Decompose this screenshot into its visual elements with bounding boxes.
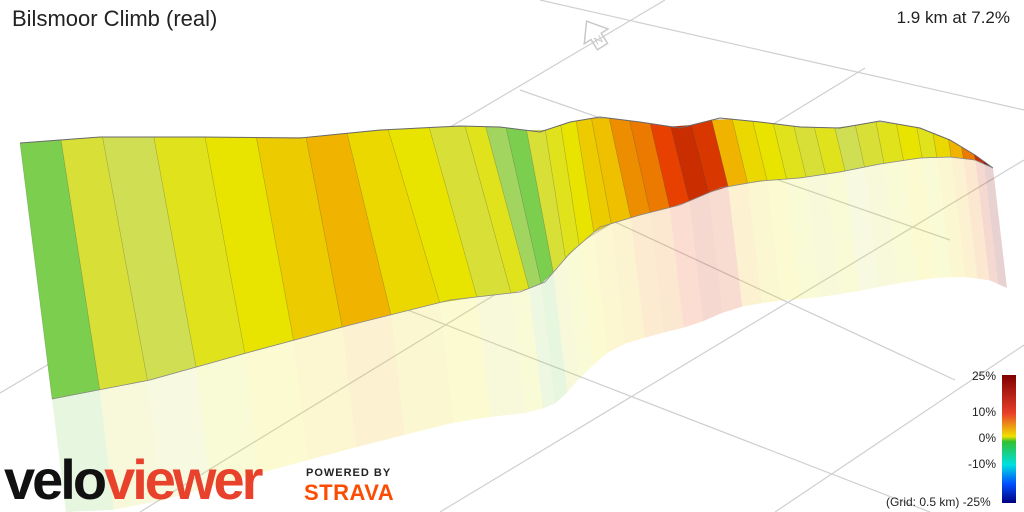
gradient-segment-reflection: [728, 183, 762, 307]
legend-color-bar: [1002, 375, 1016, 503]
legend-label-10: 10%: [971, 405, 996, 419]
gradient-segment-reflection: [511, 288, 543, 414]
veloviewer-logo[interactable]: veloviewer: [4, 448, 263, 511]
gradient-segment-reflection: [244, 340, 308, 474]
grid-line: [539, 0, 1024, 111]
gradient-segment-reflection: [99, 380, 162, 510]
gradient-segment-reflection: [903, 157, 937, 281]
gradient-segment-reflection: [528, 283, 556, 409]
gradient-segment-reflection: [825, 170, 860, 295]
grid-scale-text: (Grid: 0.5 km): [886, 495, 960, 509]
grid-line: [329, 279, 931, 512]
gradient-segment-reflection: [439, 296, 491, 423]
gradient-segment-reflection: [52, 389, 114, 512]
legend-label-neg10: -10%: [967, 457, 996, 471]
gradient-segment-reflection: [147, 367, 211, 501]
gradient-segment-reflection: [963, 158, 990, 281]
gradient-segment-reflection: [936, 157, 966, 278]
strava-logo[interactable]: STRAVA: [304, 480, 395, 505]
profile-wall: [19, 117, 994, 400]
gradient-segment-reflection: [975, 160, 999, 285]
gradient-segment-reflection: [845, 167, 879, 291]
gradient-segment-reflection: [708, 186, 743, 313]
grid-line: [774, 344, 1024, 512]
gradient-segment-reflection: [293, 327, 357, 461]
gradient-segment-reflection: [922, 157, 951, 278]
gradient-segment-reflection: [196, 353, 259, 488]
gradient-segment-reflection: [565, 245, 594, 379]
gradient-segment-reflection: [884, 160, 918, 284]
gradient-segment-reflection: [611, 217, 645, 344]
gradient-segment-reflection: [630, 212, 665, 338]
gradient-segment-reflection: [689, 192, 723, 322]
grid-scale-note: (Grid: 0.5 km) -25%: [886, 495, 991, 509]
gradient-segment-reflection: [951, 157, 978, 279]
legend-label-0: 0%: [978, 431, 996, 445]
gradient-segment-reflection: [650, 207, 684, 333]
gradient-segment-reflection: [541, 272, 568, 404]
profile-base-edge: [51, 156, 994, 400]
gradient-segment-reflection: [391, 302, 454, 435]
logo-viewer: viewer: [104, 448, 263, 511]
gradient-segment-reflection: [806, 174, 840, 298]
gradient-segment-reflection: [767, 179, 801, 301]
segment-title: Bilsmoor Climb (real): [12, 6, 218, 31]
gradient-segment-reflection: [864, 163, 899, 288]
gradient-segment-reflection: [579, 232, 608, 365]
powered-by-label: POWERED BY: [306, 467, 392, 479]
profile-shadow: [52, 157, 1007, 512]
gradient-segment-reflection: [669, 201, 704, 328]
gradient-segment-reflection: [593, 223, 626, 353]
grid-line: [439, 159, 1024, 512]
gradient-legend: 25% 10% 0% -10%: [960, 369, 1024, 512]
legend-label-25: 25%: [971, 369, 996, 383]
gradient-segment-reflection: [747, 180, 782, 304]
gradient-segment-reflection: [476, 293, 526, 417]
profile-top-edge: [19, 116, 994, 169]
gradient-segment-reflection: [342, 314, 406, 448]
gradient-segment-reflection: [553, 258, 580, 393]
gradient-segment-reflection: [984, 164, 1007, 288]
segment-summary: 1.9 km at 7.2%: [896, 8, 1010, 27]
legend-label-neg25: -25%: [962, 495, 991, 509]
logo-velo: velo: [4, 448, 107, 511]
gradient-segment-reflection: [786, 177, 821, 299]
